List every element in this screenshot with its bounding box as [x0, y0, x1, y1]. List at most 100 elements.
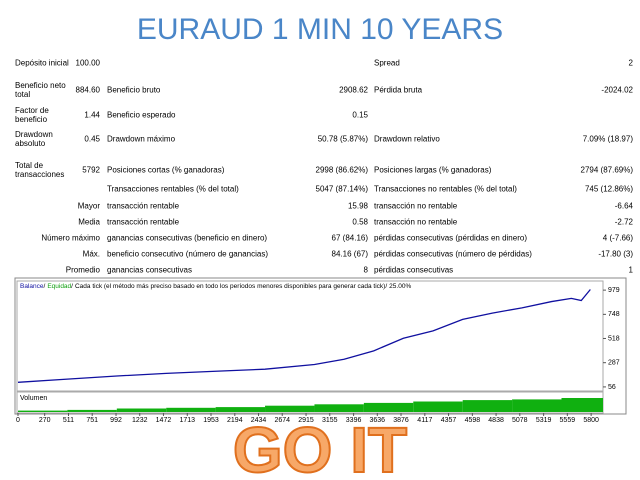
volume-bar [314, 404, 364, 412]
stat-label: Spread [374, 58, 400, 68]
stat-label: Depósito inicial [15, 58, 69, 68]
volume-bar [462, 400, 513, 412]
stat-label: Beneficio esperado [107, 110, 176, 120]
x-tick-label: 511 [63, 417, 74, 424]
stat-label: Drawdown absoluto [15, 130, 53, 148]
stat-label: transacción rentable [107, 201, 180, 211]
stat-value: 67 (84.16) [331, 233, 368, 243]
x-tick-label: 2915 [298, 417, 314, 424]
stat-label: pérdidas consecutivas (número de pérdida… [374, 249, 532, 259]
volume-bar [413, 401, 463, 412]
stat-label: Transacciones no rentables (% del total) [374, 184, 517, 194]
legend-item: Balance [20, 283, 44, 290]
y-tick-label: 748 [608, 311, 620, 318]
x-tick-label: 3396 [346, 417, 362, 424]
stat-value: -6.64 [614, 201, 633, 211]
legend-item: Equidad [47, 283, 71, 290]
stat-value: 1 [628, 265, 633, 275]
legend-separator: / [44, 283, 46, 290]
stat-value: 5047 (87.14%) [315, 184, 368, 194]
x-tick-label: 4838 [488, 417, 504, 424]
volume-bar [561, 398, 603, 412]
x-tick-label: 4598 [465, 417, 481, 424]
legend-separator: / [385, 283, 387, 290]
stat-value: -2024.02 [601, 85, 633, 95]
legend-item: 25.00% [389, 283, 411, 290]
stat-value: 84.16 (67) [331, 249, 368, 259]
stat-label: pérdidas consecutivas [374, 265, 454, 275]
x-tick-label: 5078 [512, 417, 528, 424]
stat-label: Número máximo [41, 233, 100, 243]
y-tick-label: 56 [608, 384, 616, 391]
x-tick-label: 2434 [251, 417, 267, 424]
x-tick-label: 3636 [370, 417, 386, 424]
x-tick-label: 3155 [322, 417, 338, 424]
volume-bar [166, 407, 216, 412]
x-tick-label: 1713 [179, 417, 195, 424]
volume-bar [512, 399, 562, 412]
stat-value: 4 (-7.66) [602, 233, 633, 243]
stat-label: pérdidas consecutivas (pérdidas en diner… [374, 233, 527, 243]
stat-label: ganancias consecutivas (beneficio en din… [107, 233, 268, 243]
stat-value: 0.58 [352, 217, 368, 227]
x-tick-label: 1472 [156, 417, 172, 424]
x-tick-label: 5319 [536, 417, 552, 424]
stat-label: Mayor [77, 201, 100, 211]
stat-value: 884.60 [75, 85, 100, 95]
legend-item: Cada tick (el método más preciso basado … [75, 283, 385, 290]
volume-bar [18, 410, 68, 412]
stat-label: transacción rentable [107, 217, 180, 227]
stat-label: Transacciones rentables (% del total) [107, 184, 239, 194]
stat-value: 2794 (87.69%) [580, 165, 633, 175]
x-tick-label: 2194 [227, 417, 243, 424]
stat-value: 8 [363, 265, 368, 275]
x-tick-label: 4117 [417, 417, 432, 424]
stat-label: Factor de beneficio [15, 106, 49, 124]
x-tick-label: 4357 [441, 417, 457, 424]
y-tick-label: 287 [608, 360, 620, 367]
volume-bar [363, 402, 414, 412]
stat-value: 2908.62 [339, 85, 368, 95]
stat-label: Beneficio bruto [107, 85, 161, 95]
stat-label: Posiciones cortas (% ganadoras) [107, 165, 225, 175]
stat-label: Pérdida bruta [374, 85, 423, 95]
stat-label: transacción no rentable [374, 217, 458, 227]
x-tick-label: 1953 [203, 417, 219, 424]
footer-text: GO IT [233, 414, 407, 480]
x-tick-label: 992 [110, 417, 122, 424]
stat-value: 100.00 [75, 58, 100, 68]
x-tick-label: 5800 [583, 417, 599, 424]
stat-label: beneficio consecutivo (número de gananci… [107, 249, 268, 259]
stat-value: 7.09% (18.97) [582, 134, 633, 144]
stat-value: 2 [628, 58, 633, 68]
x-tick-label: 5559 [560, 417, 576, 424]
x-tick-label: 3876 [393, 417, 409, 424]
stat-label: Total de transacciones [15, 161, 65, 179]
stat-value: -17.80 (3) [598, 249, 633, 259]
stat-value: 0.15 [352, 110, 368, 120]
stat-value: 2998 (86.62%) [315, 165, 368, 175]
balance-line [17, 289, 591, 383]
x-tick-label: 270 [39, 417, 51, 424]
stat-value: 15.98 [347, 201, 368, 211]
volume-bar [215, 407, 266, 412]
stat-label: Drawdown relativo [374, 134, 440, 144]
volume-bar [116, 408, 167, 412]
title: EURAUD 1 MIN 10 YEARS [137, 13, 503, 46]
stat-label: Posiciones largas (% ganadoras) [374, 165, 492, 175]
x-tick-label: 751 [86, 417, 98, 424]
stat-label: transacción no rentable [374, 201, 458, 211]
volume-bar [265, 405, 315, 412]
y-tick-label: 518 [608, 335, 620, 342]
x-tick-label: 2674 [274, 417, 290, 424]
stat-label: Drawdown máximo [107, 134, 176, 144]
stat-label: Máx. [82, 249, 100, 259]
stat-value: -2.72 [614, 217, 633, 227]
legend-separator: / [71, 283, 73, 290]
stat-value: 1.44 [84, 110, 100, 120]
stat-label: Beneficio neto total [15, 81, 66, 99]
plot-area [16, 280, 604, 392]
legend: Balance/Equidad/Cada tick (el método más… [20, 283, 411, 290]
